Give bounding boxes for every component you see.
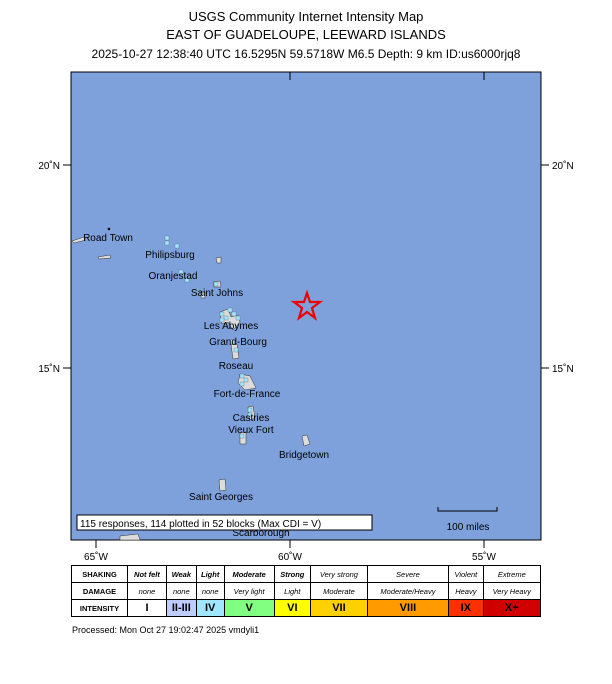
legend-cell: Not felt	[127, 565, 167, 583]
region: EAST OF GUADELOUPE, LEEWARD ISLANDS	[166, 27, 446, 42]
place: Scarborough	[232, 528, 289, 539]
legend-cell: VIII	[366, 599, 450, 617]
legend-cell: I	[127, 599, 167, 617]
scale-bar: 100 miles	[437, 507, 498, 533]
sea	[70, 71, 542, 541]
legend-cell: X+	[482, 599, 542, 617]
legend-cell: none	[165, 582, 197, 600]
legend-cell: Very Heavy	[482, 582, 542, 600]
ticks	[63, 72, 549, 548]
legend-cell: VII	[310, 599, 368, 617]
lon-label: 55˚W	[472, 551, 496, 563]
legend-cell: Weak	[165, 565, 197, 583]
event-info: 2025-10-27 12:38:40 UTC 16.5295N 59.5718…	[91, 47, 521, 61]
place: Bridgetown	[279, 450, 329, 461]
place: Grand-Bourg	[209, 337, 267, 348]
legend-cell: IX	[448, 599, 484, 617]
legend-cell: Moderate	[223, 565, 275, 583]
legend-cell: Very strong	[310, 565, 368, 583]
legend-row: INTENSITY I II-III IV V VI VII VIII IX X+	[71, 599, 542, 617]
legend-cell: Severe	[366, 565, 450, 583]
legend-cell: DAMAGE	[71, 582, 128, 600]
legend-cell: none	[127, 582, 167, 600]
place: Fort-de-France	[214, 389, 281, 400]
responses-box	[76, 514, 373, 531]
place: Saint Johns	[191, 288, 243, 299]
places: Road Town Philipsburg Oranjestad Saint J…	[83, 233, 329, 539]
legend-cell: V	[223, 599, 275, 617]
lat-label: 20˚N	[38, 160, 60, 172]
legend-row: SHAKING Not felt Weak Light Moderate Strong Ve…	[71, 565, 542, 583]
legend-cell: Light	[273, 582, 312, 600]
legend-cell: Light	[195, 565, 225, 583]
place: Philipsburg	[145, 250, 194, 261]
islands	[71, 236, 311, 541]
title: USGS Community Internet Intensity Map	[188, 9, 424, 24]
lat-label: 20˚N	[552, 160, 574, 172]
place: Road Town	[83, 233, 133, 244]
legend-cell: VI	[273, 599, 312, 617]
scale-label: 100 miles	[447, 522, 490, 533]
lat-label: 15˚N	[552, 363, 574, 375]
place: Roseau	[219, 361, 253, 372]
place: Saint Georges	[189, 492, 253, 503]
lon-label: 65˚W	[84, 551, 108, 563]
legend-row: DAMAGE none none none Very light Light Moderat…	[71, 582, 542, 600]
lat-label: 15˚N	[38, 363, 60, 375]
legend-table: SHAKING Not felt Weak Light Moderate Strong Ve…	[71, 565, 542, 617]
legend-cell: Extreme	[482, 565, 542, 583]
responses: 115 responses, 114 plotted in 52 blocks …	[80, 519, 321, 530]
place: Les Abymes	[204, 321, 258, 332]
legend-cell: Moderate/Heavy	[366, 582, 450, 600]
legend-cell: Strong	[273, 565, 312, 583]
city-dot	[107, 227, 111, 231]
legend-cell: II-III	[165, 599, 197, 617]
legend-cell: Moderate	[310, 582, 368, 600]
lon-label: 60˚W	[278, 551, 302, 563]
legend-cell: Very light	[223, 582, 275, 600]
legend-cell: none	[195, 582, 225, 600]
legend-cell: SHAKING	[71, 565, 128, 583]
place: Vieux Fort	[228, 425, 274, 436]
place: Castries	[233, 413, 270, 424]
epicenter	[290, 289, 324, 321]
legend-cell: IV	[195, 599, 225, 617]
map: 20˚N 15˚N 20˚N 15˚N 65˚W 60˚W 55˚W Road …	[38, 71, 574, 563]
footer: Processed: Mon Oct 27 19:02:47 2025 vmdy…	[72, 625, 260, 635]
legend-cell: INTENSITY	[71, 599, 128, 617]
place: Oranjestad	[149, 271, 198, 282]
cdi-blocks	[164, 235, 253, 439]
legend-cell: Heavy	[448, 582, 484, 600]
legend-cell: Violent	[448, 565, 484, 583]
